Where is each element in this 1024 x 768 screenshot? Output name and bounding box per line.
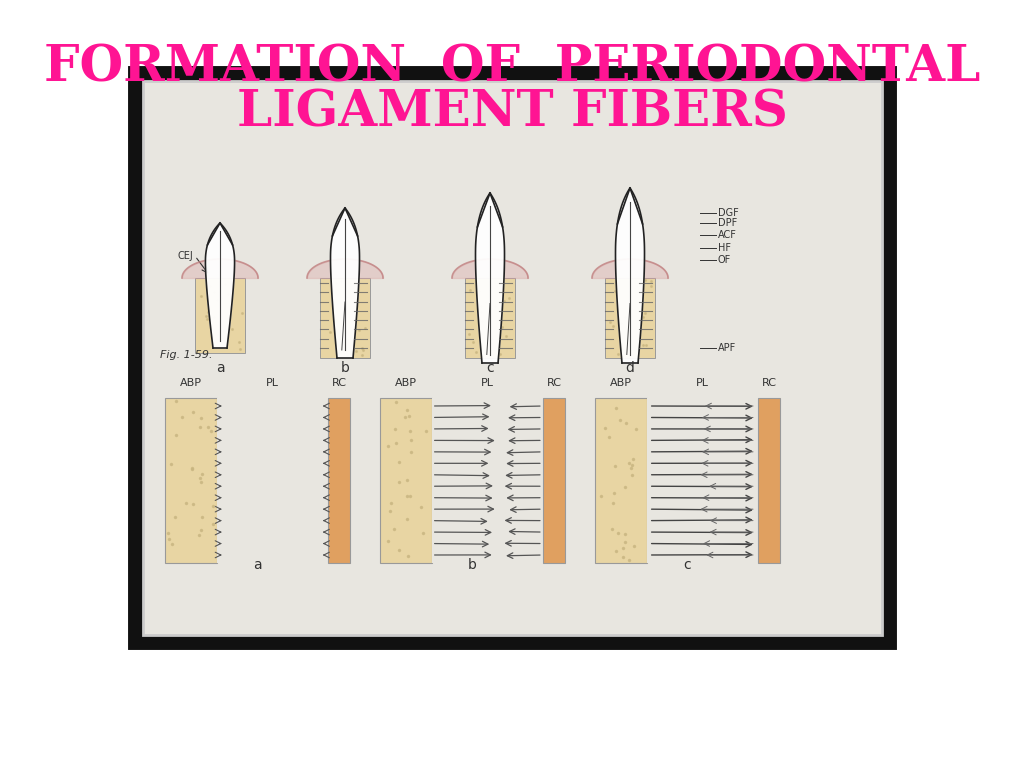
Text: ABP: ABP [395,378,417,388]
Text: APF: APF [718,343,736,353]
Bar [328,398,350,563]
Text: RC: RC [332,378,346,388]
Text: RC: RC [762,378,776,388]
Text: OF: OF [718,255,731,265]
Text: Fig. 1-59.: Fig. 1-59. [160,350,213,360]
Text: c: c [684,558,691,572]
Text: PL: PL [266,378,279,388]
Bar [150,138,874,353]
Text: CEJ: CEJ [177,251,193,261]
Bar [432,398,543,563]
Text: RC: RC [547,378,561,388]
Text: DPF: DPF [718,218,737,228]
Bar [143,81,882,635]
Bar [135,73,890,643]
Bar [595,398,647,563]
Text: c: c [486,361,494,375]
Bar [543,398,565,563]
Bar [195,278,245,353]
Text: d: d [626,361,635,375]
Text: PL: PL [481,378,494,388]
Text: a: a [216,361,224,375]
Polygon shape [475,193,505,363]
Bar [217,398,328,563]
Bar [605,278,655,358]
Bar [647,398,758,563]
Text: b: b [341,361,349,375]
Text: DGF: DGF [718,208,738,218]
Bar [165,398,217,563]
Polygon shape [331,208,359,358]
Text: ABP: ABP [610,378,632,388]
Polygon shape [615,188,644,363]
Bar [465,278,515,358]
Text: ACF: ACF [718,230,737,240]
Text: HF: HF [718,243,731,253]
Text: b: b [468,558,477,572]
Bar [319,278,370,358]
Bar [380,398,432,563]
Text: FORMATION  OF  PERIODONTAL: FORMATION OF PERIODONTAL [44,44,980,92]
Polygon shape [206,223,234,348]
Text: PL: PL [695,378,709,388]
Text: a: a [253,558,262,572]
Text: LIGAMENT FIBERS: LIGAMENT FIBERS [237,88,787,137]
Text: ABP: ABP [180,378,202,388]
Bar [758,398,780,563]
Bar [150,378,874,573]
